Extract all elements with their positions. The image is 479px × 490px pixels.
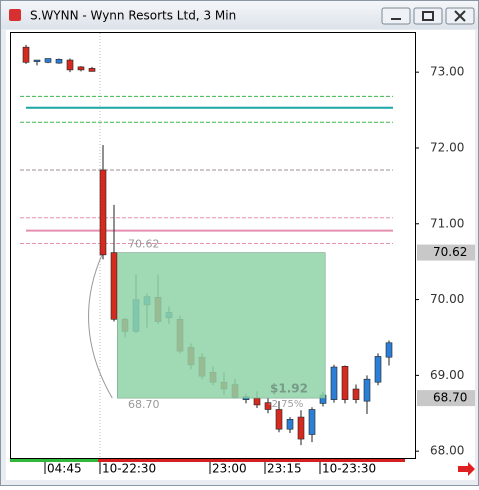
y-tick-label: 71.00 xyxy=(430,216,464,230)
candle-body xyxy=(22,46,30,63)
y-tick-label: 69.00 xyxy=(430,368,464,382)
candle-body xyxy=(363,378,371,402)
candle-body xyxy=(110,252,118,320)
candle-body xyxy=(44,58,52,63)
x-tick-label: 04:45 xyxy=(47,462,82,476)
candle-body xyxy=(275,409,283,430)
candle-body xyxy=(385,342,393,358)
candle-body xyxy=(253,397,261,406)
session-bar xyxy=(98,459,405,462)
candle-body xyxy=(330,366,338,400)
session-bar xyxy=(10,459,98,462)
scroll-arrow[interactable] xyxy=(458,462,475,476)
price-marker xyxy=(417,244,475,261)
measure-change-pct: -2.75% xyxy=(268,399,303,410)
y-tick-label: 70.00 xyxy=(430,292,464,306)
candle-body xyxy=(88,68,96,72)
candle-body xyxy=(55,58,63,64)
candle-body xyxy=(341,365,349,400)
candle-body xyxy=(352,388,360,400)
measure-end-label: 68.70 xyxy=(128,398,160,411)
measure-arc xyxy=(88,252,113,399)
candle-body xyxy=(33,59,41,62)
price-marker-label: 70.62 xyxy=(433,245,467,259)
candle-body xyxy=(286,419,294,430)
x-tick-label: 23:00 xyxy=(212,462,247,476)
y-tick-label: 68.00 xyxy=(430,444,464,458)
candle-body xyxy=(308,409,316,435)
minimize-button[interactable] xyxy=(381,7,411,25)
candle-body xyxy=(264,402,272,410)
measure-change: $1.92 xyxy=(270,382,308,396)
x-tick-label: 10-23:30 xyxy=(322,462,376,476)
measure-box xyxy=(117,252,326,399)
y-tick-label: 73.00 xyxy=(430,65,464,79)
x-tick-label: 23:15 xyxy=(267,462,302,476)
candle-body xyxy=(99,169,107,256)
restore-button[interactable] xyxy=(413,7,443,25)
y-tick-label: 72.00 xyxy=(430,140,464,154)
candle-body xyxy=(374,356,382,383)
app-icon xyxy=(9,9,21,21)
measure-start-label: 70.62 xyxy=(128,238,160,251)
candle-body xyxy=(77,66,85,71)
window-title: S.WYNN - Wynn Resorts Ltd, 3 Min xyxy=(30,9,236,23)
candle-body xyxy=(297,416,305,440)
x-tick-label: 10-22:30 xyxy=(102,462,156,476)
price-marker xyxy=(417,390,475,407)
price-marker-label: 68.70 xyxy=(433,391,467,405)
window-buttons xyxy=(381,7,475,25)
candle-body xyxy=(66,59,74,71)
